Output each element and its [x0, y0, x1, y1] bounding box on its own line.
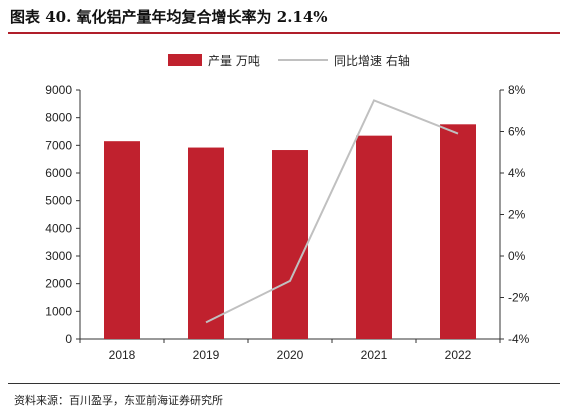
legend-label-bar: 产量 万吨: [208, 54, 260, 68]
x-tick-label: 2020: [277, 348, 304, 362]
x-tick-label: 2022: [445, 348, 472, 362]
bar: [356, 135, 392, 339]
title-divider: [8, 32, 560, 34]
x-tick-label: 2021: [361, 348, 388, 362]
y-left-tick-label: 5000: [45, 194, 72, 208]
chart-title: 图表 40. 氧化铝产量年均复合增长率为 2.14%: [10, 8, 328, 26]
y-left-tick-label: 3000: [45, 249, 72, 263]
y-right-tick-label: 0%: [508, 249, 526, 263]
y-right-tick-label: 8%: [508, 83, 526, 97]
source-note: 资料来源：百川盈孚，东亚前海证券研究所: [14, 394, 223, 407]
legend-label-line: 同比增速 右轴: [334, 53, 410, 68]
y-left-tick-label: 2000: [45, 277, 72, 291]
bar: [188, 147, 224, 339]
y-left-tick-label: 9000: [45, 83, 72, 97]
y-left-tick-label: 8000: [45, 111, 72, 125]
bar: [104, 141, 140, 339]
legend-swatch-bar: [168, 54, 202, 66]
y-left-tick-label: 1000: [45, 304, 72, 318]
x-tick-label: 2018: [109, 348, 136, 362]
y-left-tick-label: 0: [65, 332, 72, 346]
source-divider: [8, 383, 560, 384]
y-left-tick-label: 6000: [45, 166, 72, 180]
y-right-tick-label: 2%: [508, 208, 526, 222]
bar: [272, 150, 308, 339]
x-tick-label: 2019: [193, 348, 220, 362]
y-right-tick-label: -4%: [508, 332, 530, 346]
y-right-tick-label: 6%: [508, 125, 526, 139]
y-left-tick-label: 7000: [45, 138, 72, 152]
y-right-tick-label: 4%: [508, 166, 526, 180]
growth-line: [205, 99, 459, 324]
bar: [440, 124, 476, 339]
y-right-tick-label: -2%: [508, 291, 530, 305]
y-left-tick-label: 4000: [45, 221, 72, 235]
